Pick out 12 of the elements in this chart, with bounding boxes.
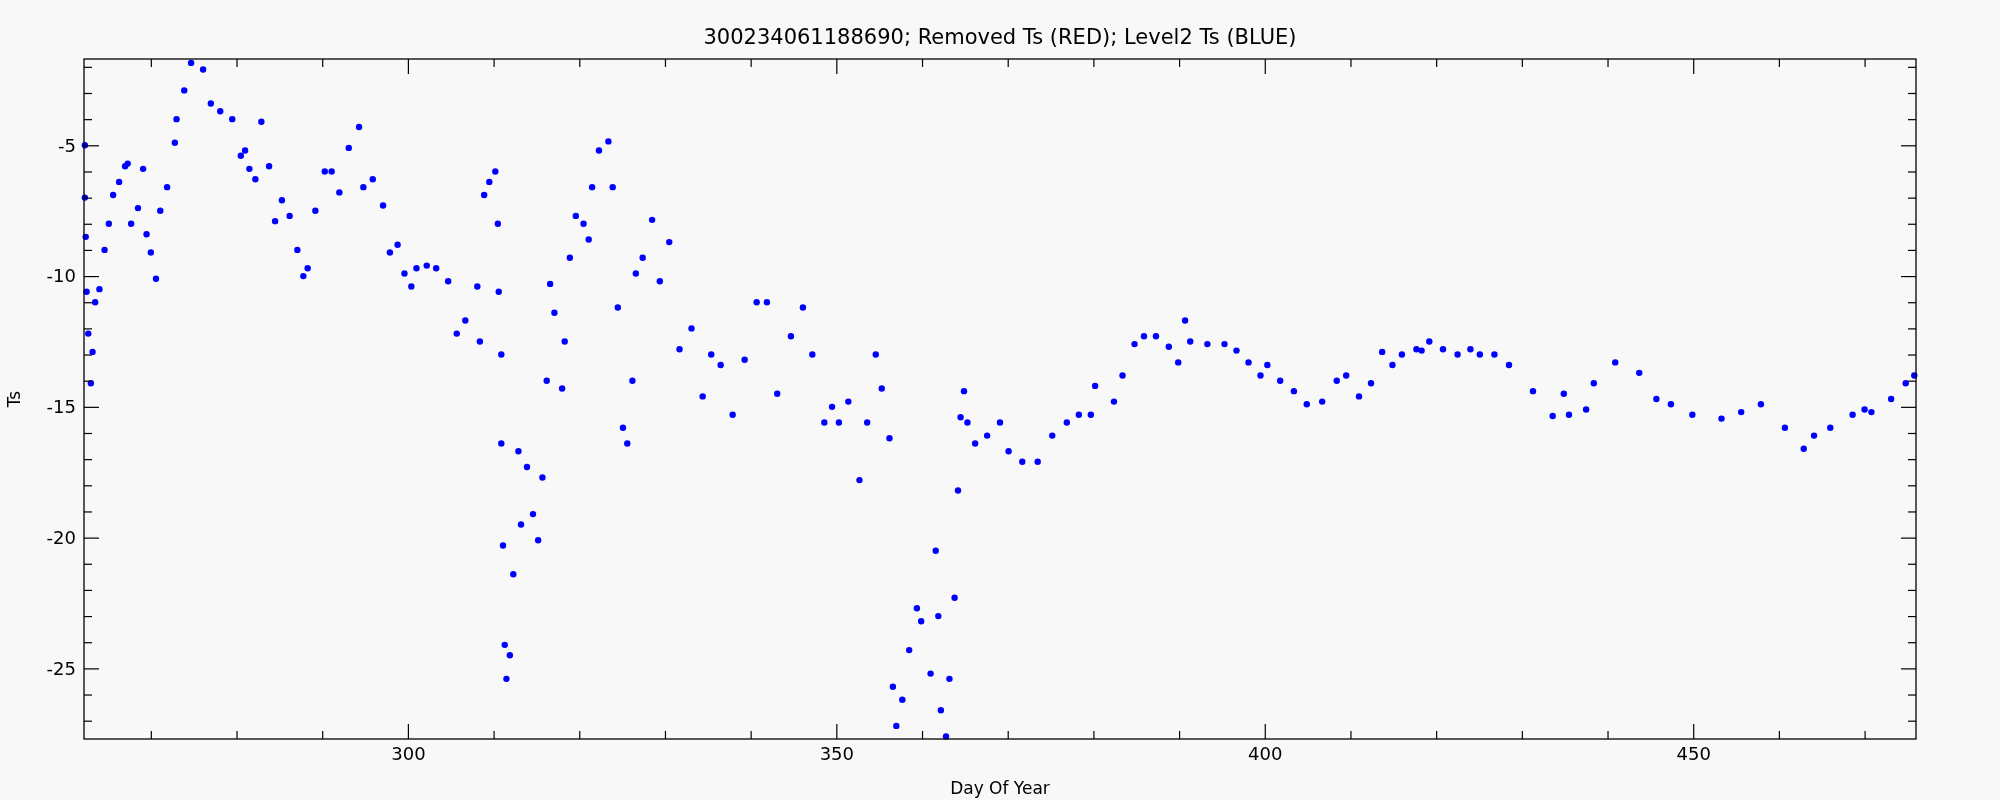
x-tick-label: 350	[819, 742, 855, 764]
chart-title: 300234061188690; Removed Ts (RED); Level2 Ts (BLUE)	[703, 25, 1297, 49]
y-tick-label: -25	[46, 657, 76, 679]
y-tick-label: -5	[58, 134, 76, 156]
x-axis-title: Day Of Year	[950, 778, 1050, 798]
y-tick-label: -20	[46, 526, 76, 548]
x-tick-label: 450	[1676, 742, 1711, 764]
y-tick-label: -10	[46, 265, 76, 287]
y-tick-label: -15	[46, 396, 76, 418]
y-axis-title: Ts	[4, 390, 24, 409]
x-tick-label: 400	[1248, 742, 1283, 764]
x-tick-label: 300	[391, 742, 426, 764]
